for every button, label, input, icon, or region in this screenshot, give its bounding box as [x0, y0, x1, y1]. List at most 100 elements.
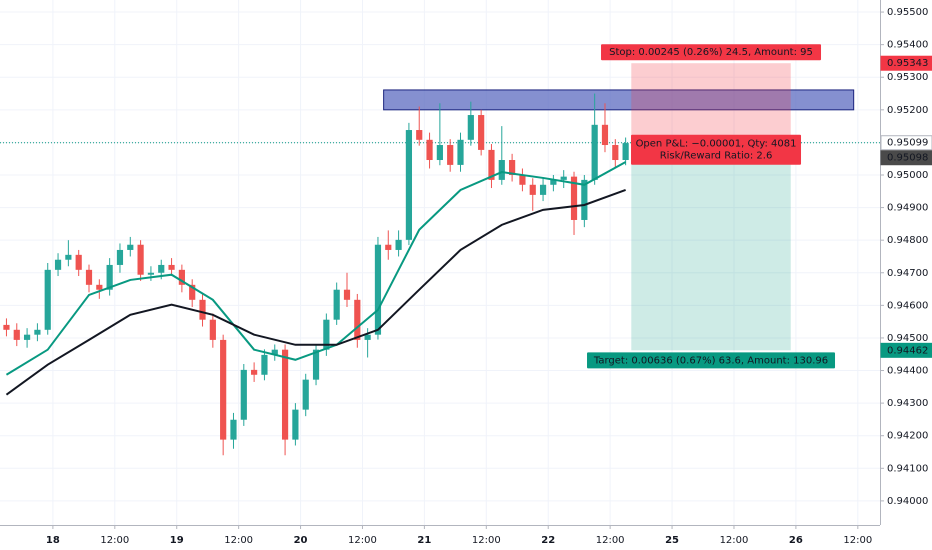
candle-body — [168, 264, 175, 270]
candle-body — [601, 124, 609, 146]
candle-body — [622, 143, 629, 161]
price-marker — [880, 150, 932, 166]
candle-body — [385, 244, 392, 250]
y-tick-label: 0.95400 — [887, 40, 928, 51]
price-marker-label: 0.94462 — [887, 345, 928, 356]
x-tick-label: 12:00 — [843, 535, 872, 546]
candle-body — [302, 379, 309, 410]
candle-body — [261, 354, 268, 375]
candle-body — [189, 284, 196, 300]
price-marker — [880, 55, 932, 71]
x-tick-label: 12:00 — [472, 535, 501, 546]
candle-body — [34, 329, 41, 335]
target-zone — [631, 142, 791, 351]
moving-average — [5, 189, 626, 396]
candle-body — [591, 124, 598, 180]
candle-body — [178, 269, 185, 285]
x-tick-label: 21 — [417, 535, 431, 546]
candle-body — [75, 254, 82, 270]
y-tick-label: 0.94500 — [887, 333, 928, 344]
candle-body — [54, 259, 62, 270]
y-tick-label: 0.94700 — [887, 268, 928, 279]
candle-body — [323, 319, 330, 350]
x-tick-label: 19 — [170, 535, 184, 546]
stop-label-box — [601, 44, 822, 61]
x-tick-label: 12:00 — [348, 535, 377, 546]
candle-body — [85, 269, 93, 285]
candle-body — [209, 319, 216, 340]
price-marker — [880, 135, 932, 151]
candle-body — [560, 176, 567, 180]
candle-body — [488, 149, 495, 180]
target-label-box — [587, 352, 836, 369]
candle-body — [147, 272, 155, 275]
candle-body — [395, 239, 402, 250]
candle-body — [529, 184, 536, 195]
x-tick-label: 22 — [541, 535, 555, 546]
y-tick-label: 0.95000 — [887, 170, 928, 181]
candle-body — [570, 176, 578, 220]
plot-area: Stop: 0.00245 (0.26%) 24.5, Amount: 95 Op… — [0, 44, 880, 456]
y-tick-label: 0.94800 — [887, 235, 928, 246]
candle-body — [23, 334, 31, 340]
candle-body — [447, 145, 454, 165]
candle-body — [498, 160, 505, 180]
candle-body — [478, 115, 485, 150]
candle-body — [467, 115, 474, 140]
x-tick-label: 18 — [46, 535, 60, 546]
resistance-zone — [383, 89, 855, 111]
x-tick-label: 12:00 — [720, 535, 749, 546]
candle-body — [220, 339, 227, 440]
y-tick-label: 0.95200 — [887, 105, 928, 116]
candle-body — [343, 289, 351, 300]
y-tick-label: 0.95500 — [887, 7, 928, 18]
price-marker-label: 0.95099 — [887, 138, 928, 149]
candle-body — [550, 179, 557, 185]
y-tick-label: 0.94000 — [887, 496, 928, 507]
stop-label: Stop: 0.00245 (0.26%) 24.5, Amount: 95 — [609, 47, 813, 58]
candle-body — [416, 130, 423, 140]
candle-body — [106, 264, 113, 290]
candle-body — [292, 409, 299, 440]
y-tick-label: 0.94200 — [887, 431, 928, 442]
candle-body — [230, 419, 237, 440]
x-tick-label: 25 — [665, 535, 679, 546]
y-tick-label: 0.94400 — [887, 366, 928, 377]
rr-label: Risk/Reward Ratio: 2.6 — [660, 151, 773, 162]
candle-body — [65, 254, 72, 260]
candle-body — [333, 289, 340, 320]
candle-body — [509, 160, 516, 175]
price-marker — [880, 342, 932, 358]
candle-body — [137, 244, 144, 275]
candle-body — [374, 244, 382, 335]
price-marker-label: 0.95343 — [887, 58, 928, 69]
y-tick-label: 0.94100 — [887, 463, 928, 474]
candle-body — [127, 244, 134, 250]
x-tick-label: 12:00 — [596, 535, 625, 546]
y-tick-label: 0.94900 — [887, 203, 928, 214]
x-tick-label: 20 — [294, 535, 308, 546]
candle-body — [199, 299, 206, 320]
candle-body — [581, 179, 588, 220]
price-marker-label: 0.95098 — [887, 153, 928, 164]
candle-body — [426, 139, 433, 161]
axes: 0.94000 0.94100 0.94200 0.94300 0.94400 0.945… — [46, 7, 932, 546]
candle-body — [354, 299, 361, 340]
candle-body — [539, 184, 547, 195]
candle-body — [271, 349, 278, 355]
candle-body — [405, 130, 413, 240]
candle-body — [364, 334, 371, 340]
candle-body — [519, 175, 526, 185]
candle-body — [44, 269, 51, 330]
moving-average — [5, 161, 627, 376]
candle-body — [3, 324, 10, 330]
x-tick-label: 26 — [789, 535, 803, 546]
candle-body — [281, 349, 289, 440]
x-tick-label: 12:00 — [100, 535, 129, 546]
target-label: Target: 0.00636 (0.67%) 63.6, Amount: 13… — [593, 355, 828, 366]
pnl-label: Open P&L: −0.00001, Qty: 4081 — [636, 139, 797, 150]
candle-body — [158, 264, 165, 273]
candle-body — [13, 329, 20, 340]
